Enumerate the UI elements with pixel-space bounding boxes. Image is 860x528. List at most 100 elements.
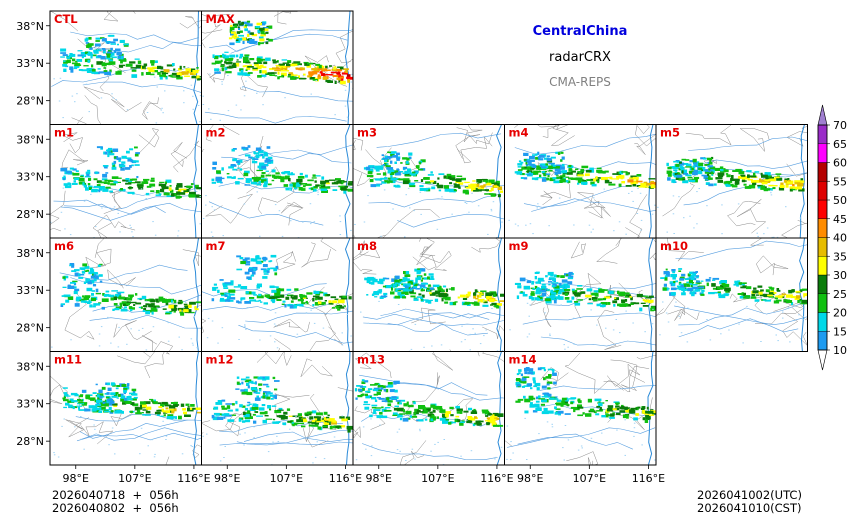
radar-echo <box>167 414 174 417</box>
radar-echo <box>561 170 568 174</box>
radar-echo <box>268 38 273 42</box>
radar-echo <box>554 171 558 175</box>
radar-echo <box>60 48 67 52</box>
radar-echo <box>66 56 71 59</box>
radar-echo <box>62 397 66 400</box>
radar-echo <box>322 425 328 427</box>
radar-echo <box>290 63 298 66</box>
radar-echo <box>132 236 134 238</box>
radar-echo <box>263 33 266 36</box>
radar-echo <box>371 404 378 407</box>
radar-echo <box>520 373 523 377</box>
radar-echo <box>78 276 84 279</box>
radar-echo <box>256 285 260 289</box>
radar-echo <box>265 170 269 172</box>
radar-echo <box>178 336 180 338</box>
radar-echo <box>364 393 368 396</box>
radar-echo <box>223 416 226 419</box>
radar-echo <box>126 343 128 345</box>
radar-echo <box>214 60 222 64</box>
radar-echo <box>111 93 113 95</box>
radar-echo <box>113 181 118 184</box>
radar-echo <box>213 406 219 410</box>
radar-echo <box>128 306 133 310</box>
radar-echo <box>113 206 116 208</box>
radar-echo <box>617 303 624 307</box>
radar-echo <box>318 64 322 69</box>
radar-echo <box>145 192 150 196</box>
radar-echo <box>748 184 756 189</box>
radar-echo <box>151 309 158 312</box>
radar-echo <box>334 69 337 71</box>
radar-echo <box>776 177 783 181</box>
radar-echo <box>262 167 267 170</box>
footer-init-cst: 2026040802 + 056h <box>52 501 179 515</box>
radar-echo <box>518 369 522 372</box>
radar-echo <box>529 163 534 166</box>
radar-echo <box>130 67 137 69</box>
radar-echo <box>262 377 267 381</box>
radar-echo <box>260 34 266 37</box>
radar-echo <box>114 394 118 398</box>
radar-echo <box>135 152 140 155</box>
radar-echo <box>99 407 103 411</box>
radar-echo <box>666 162 669 167</box>
radar-echo <box>482 178 488 181</box>
radar-echo <box>243 391 248 394</box>
radar-echo <box>563 289 571 292</box>
radar-echo <box>310 424 316 426</box>
radar-echo <box>108 153 115 156</box>
radar-echo <box>77 298 85 302</box>
radar-echo <box>560 304 562 306</box>
province-border <box>353 240 381 259</box>
radar-echo <box>269 408 272 411</box>
radar-echo <box>134 153 139 157</box>
radar-echo <box>339 221 342 223</box>
coastline <box>496 238 502 352</box>
radar-echo <box>255 154 260 159</box>
radar-echo <box>493 293 496 297</box>
radar-echo <box>316 420 321 423</box>
province-border <box>307 286 344 346</box>
radar-echo <box>101 386 106 390</box>
radar-echo <box>253 437 255 439</box>
radar-echo <box>532 377 536 381</box>
radar-echo <box>444 188 450 192</box>
radar-echo <box>370 281 375 285</box>
radar-echo <box>681 158 687 161</box>
radar-echo <box>224 413 230 416</box>
radar-echo <box>559 284 564 289</box>
radar-echo <box>596 169 603 173</box>
radar-echo <box>529 159 535 162</box>
province-border <box>80 421 114 445</box>
radar-echo <box>526 166 529 170</box>
radar-echo <box>477 292 483 294</box>
radar-echo <box>711 174 714 176</box>
radar-echo <box>341 332 343 334</box>
province-border <box>170 141 188 168</box>
radar-echo <box>706 282 709 287</box>
radar-echo <box>425 299 429 303</box>
radar-echo <box>515 382 521 386</box>
radar-echo <box>108 151 112 153</box>
radar-echo <box>441 293 449 297</box>
province-border <box>192 444 202 459</box>
radar-echo <box>608 416 610 418</box>
radar-echo <box>102 173 108 178</box>
radar-echo <box>292 423 295 427</box>
radar-echo <box>214 416 219 419</box>
radar-echo <box>632 322 634 324</box>
radar-echo <box>273 296 280 299</box>
radar-echo <box>173 408 177 412</box>
radar-echo <box>101 298 109 302</box>
radar-echo <box>715 177 721 180</box>
radar-echo <box>768 286 773 288</box>
radar-echo <box>361 386 367 388</box>
radar-echo <box>485 187 488 189</box>
radar-echo <box>250 58 255 61</box>
radar-echo <box>470 411 478 414</box>
radar-echo <box>744 295 751 298</box>
radar-echo <box>182 408 186 411</box>
radar-echo <box>101 395 105 398</box>
radar-echo <box>412 282 418 286</box>
